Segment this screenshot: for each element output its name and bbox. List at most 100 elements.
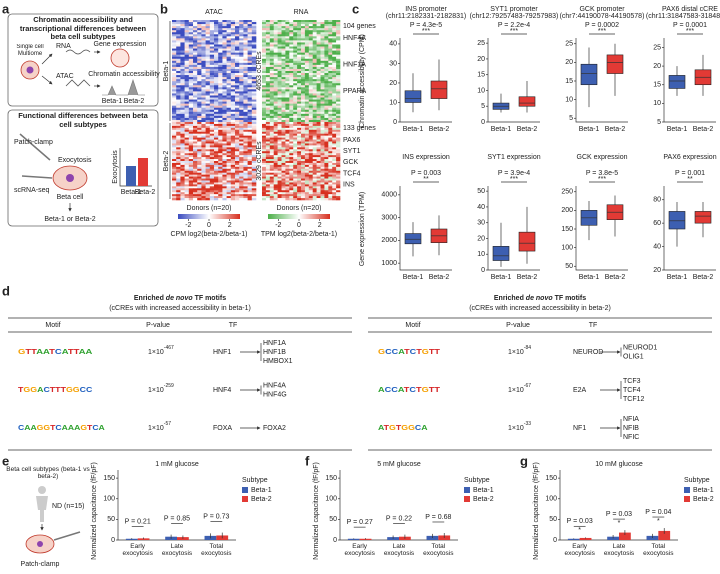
heatmap-cell — [201, 81, 206, 84]
heatmap-cell — [293, 62, 298, 66]
heatmap-cell — [336, 184, 341, 187]
heatmap-cell — [289, 170, 294, 173]
heatmap-cell — [230, 87, 236, 90]
gene-label: SYT1 — [343, 148, 361, 155]
heatmap-cell — [316, 141, 321, 144]
heatmap-cell — [247, 95, 253, 98]
heatmap-cell — [277, 166, 282, 170]
heatmap-cell — [209, 48, 215, 51]
chart-subtitle: (chr12:79257483-79257983) — [470, 13, 559, 20]
heatmap-cell — [222, 198, 227, 201]
heatmap-cell — [262, 64, 267, 68]
motif-letter: T — [55, 387, 61, 394]
heatmap-cell — [293, 180, 298, 183]
heatmap-cell — [243, 71, 248, 74]
heatmap-cell — [273, 168, 278, 172]
heatmap-cell — [312, 109, 317, 113]
heatmap-cell — [277, 22, 282, 25]
heatmap-cell — [320, 66, 325, 70]
heatmap-cell — [277, 48, 282, 51]
heatmap-cell — [277, 87, 282, 90]
legend-label: Beta-2 — [473, 496, 494, 503]
heatmap-cell — [312, 192, 317, 195]
heatmap-cell — [277, 137, 282, 140]
heatmap-cell — [197, 30, 202, 33]
heatmap-cell — [193, 127, 198, 131]
heatmap-cell — [184, 155, 190, 158]
heatmap-cell — [293, 196, 298, 199]
heatmap-cell — [293, 38, 298, 41]
heatmap-cell — [193, 87, 198, 90]
heatmap-cell — [180, 192, 185, 195]
heatmap-cell — [205, 71, 211, 74]
heatmap-cell — [222, 97, 227, 100]
heatmap-cell — [243, 64, 248, 68]
heatmap-cell — [226, 105, 232, 109]
heatmap-cell — [308, 178, 313, 181]
p-exponent: -467 — [164, 345, 174, 351]
heatmap-cell — [247, 44, 253, 47]
heatmap-cell — [197, 188, 202, 191]
heatmap-cell — [269, 125, 274, 129]
heatmap-cell — [320, 85, 325, 88]
heatmap-cell — [332, 66, 337, 70]
heatmap-cell — [247, 111, 253, 115]
heatmap-cell — [243, 184, 248, 187]
heatmap-cell — [297, 44, 302, 47]
heatmap-cell — [247, 186, 253, 189]
heatmap-cell — [273, 145, 278, 148]
heatmap-cell — [188, 147, 194, 150]
heatmap-cell — [324, 103, 329, 106]
x-tick-label: Early exocytosis — [564, 543, 595, 558]
heatmap-cell — [285, 101, 290, 104]
heatmap-cell — [172, 135, 177, 138]
heatmap-cell — [320, 123, 325, 127]
x-tick-label: Beta-1 — [403, 126, 424, 133]
heatmap-cell — [239, 32, 244, 35]
heatmap-cell — [197, 141, 202, 144]
heatmap-cell — [243, 93, 248, 96]
legend-label: Beta-1 — [251, 487, 272, 494]
x-tick-label: Beta-1 — [491, 126, 512, 133]
heatmap-cell — [197, 143, 202, 146]
heatmap-cell — [293, 34, 298, 37]
heatmap-cell — [273, 182, 278, 185]
heatmap-cell — [304, 66, 310, 70]
heatmap-cell — [285, 119, 290, 123]
heatmap-cell — [201, 113, 206, 117]
heatmap-cell — [176, 24, 181, 27]
heatmap-cell — [285, 143, 290, 146]
heatmap-cell — [226, 46, 232, 49]
heatmap-cell — [277, 66, 282, 70]
heatmap-cell — [247, 180, 253, 183]
heatmap-cell — [201, 24, 206, 27]
heatmap-cell — [230, 71, 236, 74]
heatmap-cell — [218, 143, 223, 146]
heatmap-cell — [308, 131, 313, 134]
heatmap-cell — [320, 97, 325, 100]
p-value: P = 2.2e-4 — [498, 22, 530, 29]
heatmap-cell — [247, 75, 253, 78]
heatmap-cell — [304, 99, 310, 102]
text: Beta cell — [57, 194, 84, 201]
heatmap-cell — [285, 22, 290, 25]
motif-letter: T — [416, 387, 423, 394]
heatmap-cell — [205, 133, 211, 136]
heatmap-cell — [226, 162, 232, 166]
heatmap-cell — [316, 145, 321, 148]
heatmap-cell — [281, 79, 286, 82]
heatmap-cell — [184, 52, 190, 55]
heatmap-cell — [201, 145, 206, 148]
heatmap-cell — [251, 182, 257, 185]
heatmap-cell — [285, 113, 290, 117]
heatmap-cell — [239, 101, 244, 104]
heatmap-cell — [218, 44, 223, 47]
heatmap-cell — [214, 153, 219, 156]
heatmap-cell — [205, 190, 211, 193]
heatmap-cell — [273, 93, 278, 96]
heatmap-cell — [180, 155, 185, 158]
heatmap-cell — [222, 162, 227, 166]
heatmap-cell — [336, 129, 341, 133]
heatmap-cell — [251, 32, 257, 35]
heatmap-cell — [193, 50, 198, 53]
